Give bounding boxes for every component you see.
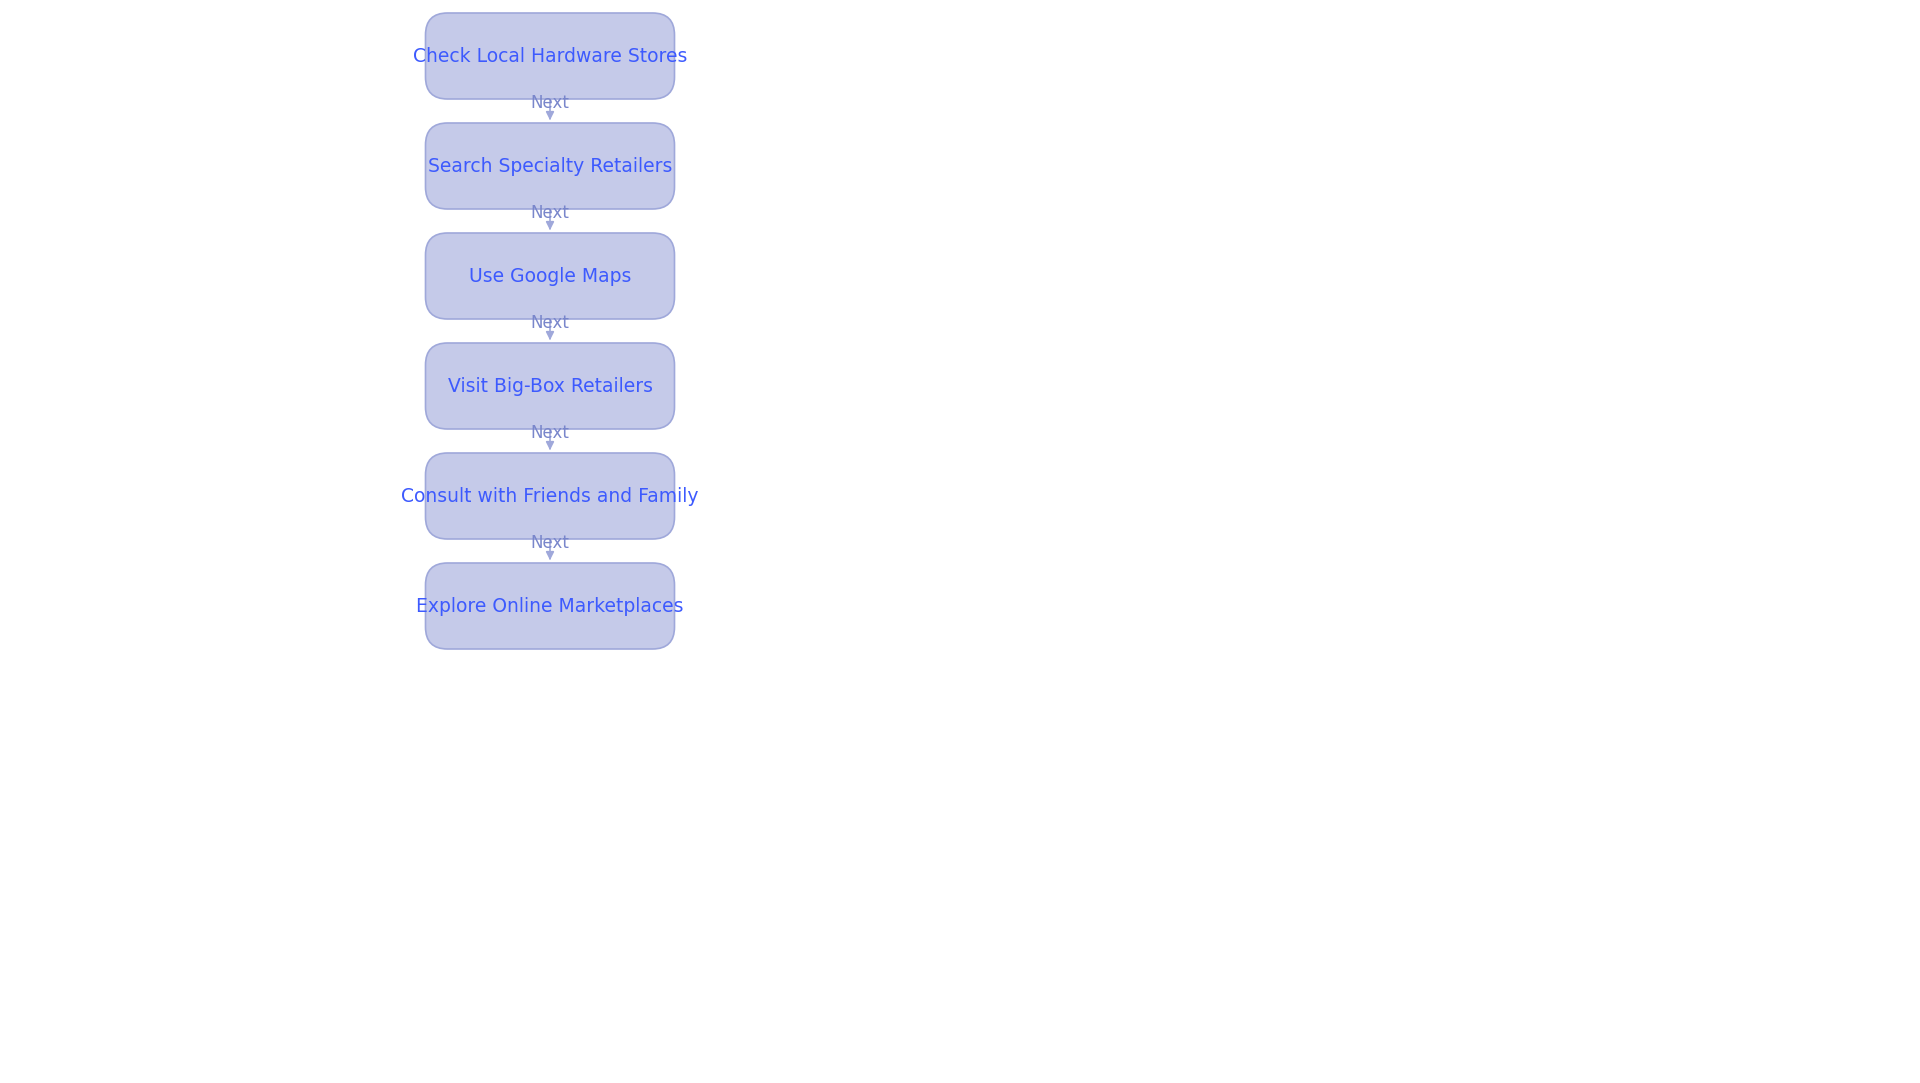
Text: Next: Next bbox=[530, 204, 570, 222]
Text: Next: Next bbox=[530, 94, 570, 112]
FancyBboxPatch shape bbox=[426, 123, 674, 209]
Text: Next: Next bbox=[530, 425, 570, 442]
Text: Next: Next bbox=[530, 534, 570, 552]
Text: Use Google Maps: Use Google Maps bbox=[468, 266, 632, 286]
Text: Explore Online Marketplaces: Explore Online Marketplaces bbox=[417, 597, 684, 615]
Text: Next: Next bbox=[530, 314, 570, 332]
Text: Visit Big-Box Retailers: Visit Big-Box Retailers bbox=[447, 377, 653, 395]
FancyBboxPatch shape bbox=[426, 563, 674, 649]
Text: Check Local Hardware Stores: Check Local Hardware Stores bbox=[413, 47, 687, 65]
FancyBboxPatch shape bbox=[426, 453, 674, 539]
FancyBboxPatch shape bbox=[426, 343, 674, 429]
Text: Consult with Friends and Family: Consult with Friends and Family bbox=[401, 486, 699, 506]
Text: Search Specialty Retailers: Search Specialty Retailers bbox=[428, 157, 672, 175]
FancyBboxPatch shape bbox=[426, 13, 674, 99]
FancyBboxPatch shape bbox=[426, 233, 674, 319]
